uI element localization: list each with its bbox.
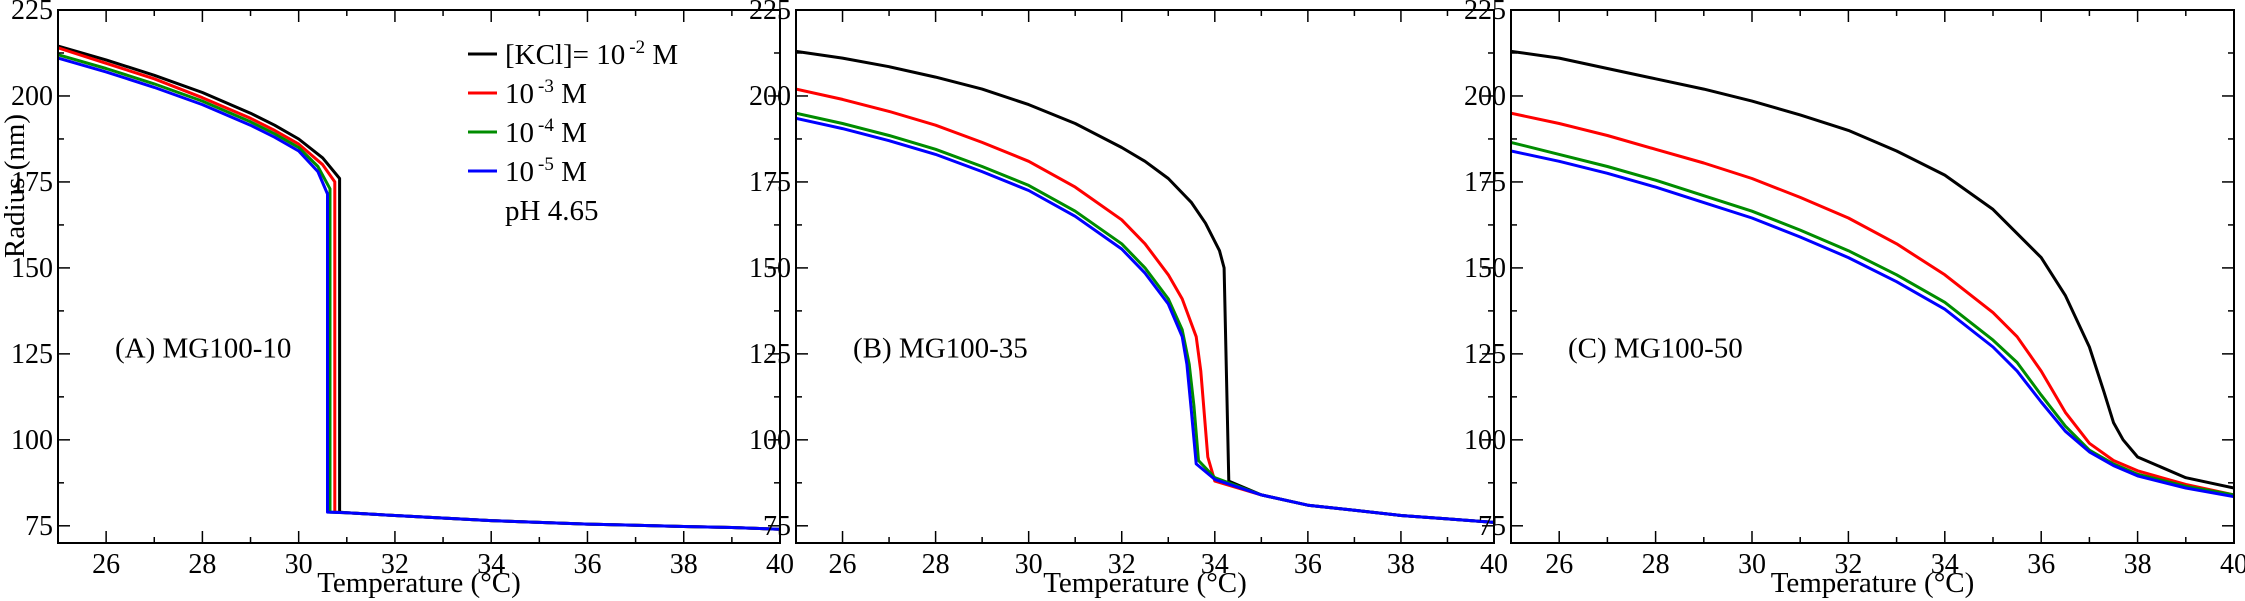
plot-frame — [57, 9, 781, 544]
x-tick-label: 36 — [1294, 549, 1322, 580]
x-tick-label: 28 — [1642, 549, 1670, 580]
y-tick-label: 75 — [25, 511, 53, 542]
series-line-1 — [1511, 49, 2234, 490]
plot-frame — [1510, 9, 2235, 544]
y-tick-label: 200 — [1464, 81, 1506, 112]
x-tick-label: 32 — [1108, 549, 1136, 580]
legend: [KCl]= 10 -2 M 10 -3 M 10 -4 M 10 -5 M pH 4.65 — [468, 37, 678, 227]
y-tick-label: 175 — [11, 167, 53, 198]
x-tick-label: 32 — [381, 549, 409, 580]
x-tick-label: 30 — [285, 549, 313, 580]
panel-1: 26 28 30 32 34 36 38 40 75 100 125 150 175 200 225 Temp… — [11, 0, 794, 599]
y-tick-label: 150 — [749, 253, 791, 284]
y-tick-label: 150 — [11, 253, 53, 284]
y-tick-label: 200 — [11, 81, 53, 112]
x-tick-label: 34 — [477, 549, 505, 580]
x-tick-label: 34 — [1931, 549, 1959, 580]
legend-label: 10 -3 M — [505, 76, 587, 110]
y-tick-label: 175 — [1464, 167, 1506, 198]
legend-item: 10 -5 M — [468, 154, 587, 188]
legend-note: pH 4.65 — [505, 195, 598, 227]
panel-label: (C) MG100-50 — [1568, 332, 1743, 364]
y-tick-label: 75 — [1478, 511, 1506, 542]
x-tick-label: 36 — [2027, 549, 2055, 580]
plot-frame — [795, 9, 1495, 544]
x-tick-label: 34 — [1201, 549, 1229, 580]
y-tick-label: 175 — [749, 167, 791, 198]
x-tick-label: 40 — [2220, 549, 2245, 580]
x-tick-label: 40 — [766, 549, 794, 580]
x-tick-label: 26 — [1545, 549, 1573, 580]
x-tick-label: 28 — [188, 549, 216, 580]
panel-label: (A) MG100-10 — [115, 332, 291, 364]
x-tick-label: 38 — [670, 549, 698, 580]
legend-label: 10 -4 M — [505, 115, 587, 149]
series-line-3 — [796, 111, 1494, 524]
series-line-1 — [58, 44, 780, 531]
panels: 26 28 30 32 34 36 38 40 75 100 125 150 175 200 225 Temp… — [11, 0, 2245, 599]
y-tick-label: 75 — [763, 511, 791, 542]
x-tick-label: 40 — [1480, 549, 1508, 580]
y-tick-label: 225 — [1464, 0, 1506, 26]
series-line-3 — [58, 53, 780, 531]
series-group — [58, 44, 780, 531]
series-group — [1511, 49, 2234, 499]
x-tick-label: 26 — [829, 549, 857, 580]
x-tick-label: 30 — [1015, 549, 1043, 580]
series-line-2 — [796, 87, 1494, 524]
y-tick-label: 150 — [1464, 253, 1506, 284]
series-group — [796, 49, 1494, 524]
y-tick-label: 125 — [11, 339, 53, 370]
panel-label: (B) MG100-35 — [853, 332, 1028, 364]
x-tick-label: 26 — [92, 549, 120, 580]
x-tick-label: 38 — [1387, 549, 1415, 580]
legend-label: 10 -5 M — [505, 154, 587, 188]
series-line-4 — [796, 116, 1494, 524]
series-line-1 — [796, 49, 1494, 524]
x-axis-title: Temperature (°C) — [317, 567, 521, 599]
x-tick-label: 38 — [2124, 549, 2152, 580]
panel-2: 26 28 30 32 34 36 38 40 75 100 125 150 175 200 225 Temp… — [749, 0, 1508, 599]
x-axis-title: Temperature (°C) — [1043, 567, 1247, 599]
series-line-2 — [1511, 111, 2234, 497]
x-tick-label: 28 — [922, 549, 950, 580]
series-line-4 — [1511, 149, 2234, 499]
y-tick-label: 100 — [749, 425, 791, 456]
legend-item: 10 -4 M — [468, 115, 587, 149]
y-axis-title: Radius (nm) — [0, 114, 31, 258]
y-tick-label: 200 — [749, 81, 791, 112]
legend-item: 10 -3 M — [468, 76, 587, 110]
y-tick-label: 225 — [749, 0, 791, 26]
legend-item: [KCl]= 10 -2 M — [468, 37, 678, 71]
legend-label: [KCl]= 10 -2 M — [505, 37, 678, 71]
series-line-4 — [58, 56, 780, 531]
y-tick-label: 100 — [1464, 425, 1506, 456]
panel-3: 26 28 30 32 34 36 38 40 75 100 125 150 175 200 225 Temp… — [1464, 0, 2245, 599]
x-tick-label: 36 — [573, 549, 601, 580]
series-line-2 — [58, 46, 780, 531]
y-tick-label: 125 — [1464, 339, 1506, 370]
y-tick-label: 100 — [11, 425, 53, 456]
x-tick-label: 32 — [1834, 549, 1862, 580]
x-tick-label: 30 — [1738, 549, 1766, 580]
x-axis-title: Temperature (°C) — [1771, 567, 1975, 599]
y-tick-label: 125 — [749, 339, 791, 370]
y-tick-label: 225 — [11, 0, 53, 26]
